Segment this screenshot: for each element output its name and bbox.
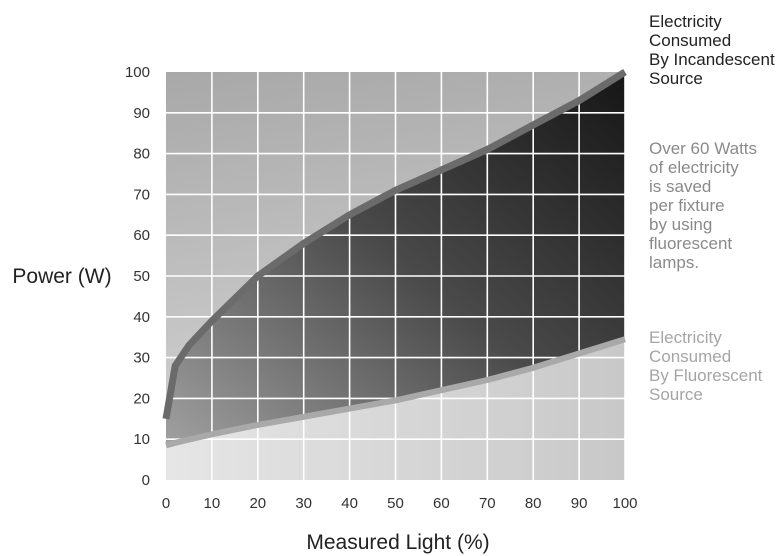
savings-annotation: Over 60 Watts of electricity is saved pe…: [649, 139, 758, 272]
x-tick-label-40: 40: [341, 495, 358, 512]
x-tick-label-0: 0: [162, 495, 170, 512]
x-tick-label-90: 90: [571, 495, 588, 512]
x-tick-label-70: 70: [479, 495, 496, 512]
x-tick-label-80: 80: [525, 495, 542, 512]
y-tick-label-50: 50: [133, 268, 150, 285]
incandescent-annotation: Electricity Consumed By Incandescent Sou…: [649, 12, 775, 88]
fluorescent-line: [165, 336, 626, 449]
x-tick-label-20: 20: [249, 495, 266, 512]
y-tick-label-0: 0: [142, 472, 150, 489]
y-tick-label-80: 80: [133, 146, 150, 163]
y-tick-label-100: 100: [125, 64, 150, 81]
y-tick-label-90: 90: [133, 105, 150, 122]
y-tick-label-60: 60: [133, 227, 150, 244]
x-tick-label-30: 30: [295, 495, 312, 512]
y-tick-label-10: 10: [133, 431, 150, 448]
y-tick-label-40: 40: [133, 309, 150, 326]
y-tick-label-20: 20: [133, 390, 150, 407]
y-axis-title: Power (W): [12, 265, 111, 288]
x-tick-label-50: 50: [387, 495, 404, 512]
fluorescent-annotation: Electricity Consumed By Fluorescent Sour…: [649, 328, 763, 404]
x-tick-label-60: 60: [433, 495, 450, 512]
y-tick-label-30: 30: [133, 350, 150, 367]
upper-region: [166, 72, 625, 419]
x-axis-title: Measured Light (%): [306, 531, 489, 554]
incandescent-line: [162, 69, 627, 420]
x-tick-label-100: 100: [612, 495, 637, 512]
x-tick-label-10: 10: [204, 495, 221, 512]
y-tick-label-70: 70: [133, 186, 150, 203]
